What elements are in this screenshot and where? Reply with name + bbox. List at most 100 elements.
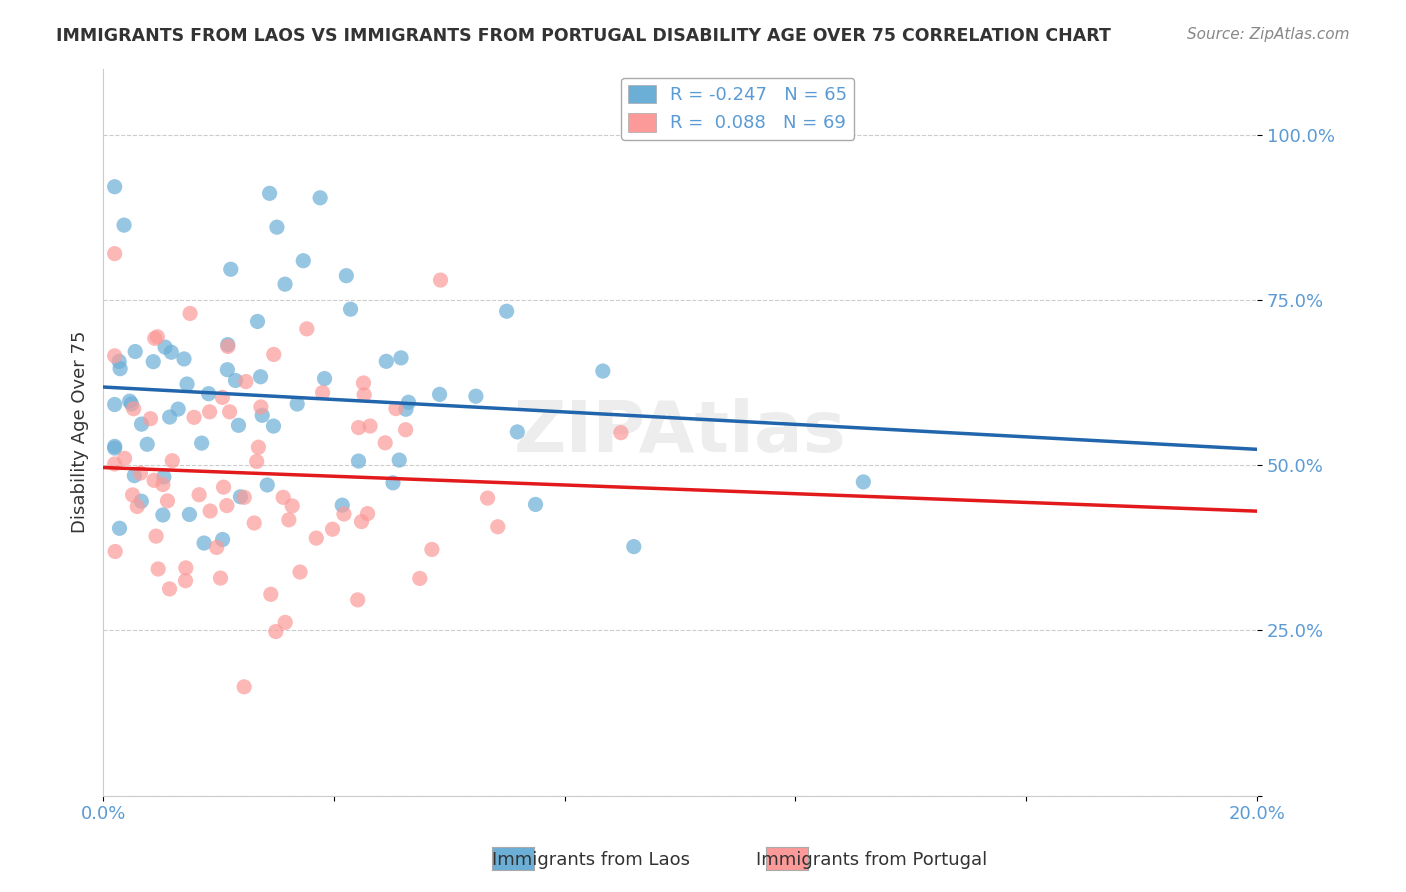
Immigrants from Portugal xyxy=(347,420,370,434)
Immigrants from Laos xyxy=(524,498,547,512)
Immigrants from Portugal xyxy=(274,615,297,630)
Immigrants from Portugal xyxy=(215,499,238,513)
Immigrants from Portugal xyxy=(233,680,256,694)
Immigrants from Portugal xyxy=(127,500,149,514)
Immigrants from Portugal xyxy=(246,454,269,468)
Immigrants from Laos xyxy=(108,354,131,368)
Immigrants from Portugal xyxy=(311,385,333,400)
Immigrants from Laos xyxy=(104,179,127,194)
Immigrants from Laos xyxy=(108,521,131,535)
Immigrants from Laos xyxy=(314,371,336,385)
Legend: R = -0.247   N = 65, R =  0.088   N = 69: R = -0.247 N = 65, R = 0.088 N = 69 xyxy=(621,78,855,140)
Immigrants from Laos xyxy=(193,536,215,550)
Immigrants from Laos xyxy=(249,369,271,384)
Immigrants from Laos xyxy=(250,409,273,423)
Immigrants from Laos xyxy=(104,397,127,411)
Immigrants from Portugal xyxy=(162,454,184,468)
Immigrants from Portugal xyxy=(420,542,443,557)
Immigrants from Portugal xyxy=(350,515,373,529)
Immigrants from Laos xyxy=(142,354,165,368)
Text: Immigrants from Laos: Immigrants from Laos xyxy=(492,851,689,869)
Immigrants from Laos xyxy=(266,220,288,235)
Immigrants from Portugal xyxy=(353,376,375,390)
Immigrants from Laos xyxy=(211,533,233,547)
Immigrants from Laos xyxy=(112,218,135,232)
Immigrants from Portugal xyxy=(610,425,633,440)
Immigrants from Laos xyxy=(592,364,614,378)
Immigrants from Laos xyxy=(506,425,529,439)
Immigrants from Portugal xyxy=(271,491,294,505)
Immigrants from Laos xyxy=(259,186,281,201)
Immigrants from Laos xyxy=(124,468,146,483)
Immigrants from Portugal xyxy=(114,451,136,466)
Immigrants from Portugal xyxy=(211,391,233,405)
Immigrants from Laos xyxy=(347,454,370,468)
Immigrants from Portugal xyxy=(174,574,197,588)
Text: Source: ZipAtlas.com: Source: ZipAtlas.com xyxy=(1187,27,1350,42)
Immigrants from Portugal xyxy=(156,494,179,508)
Immigrants from Portugal xyxy=(146,562,169,576)
Immigrants from Portugal xyxy=(385,401,408,416)
Immigrants from Laos xyxy=(389,351,412,365)
Immigrants from Portugal xyxy=(139,411,162,425)
Immigrants from Laos xyxy=(395,402,418,417)
Immigrants from Laos xyxy=(292,253,315,268)
Immigrants from Portugal xyxy=(174,561,197,575)
Immigrants from Portugal xyxy=(409,571,432,585)
Immigrants from Laos xyxy=(309,191,332,205)
Immigrants from Laos xyxy=(136,437,159,451)
Immigrants from Laos xyxy=(160,345,183,359)
Immigrants from Laos xyxy=(429,387,451,401)
Immigrants from Portugal xyxy=(198,504,221,518)
Immigrants from Portugal xyxy=(260,587,283,601)
Immigrants from Portugal xyxy=(263,347,285,361)
Immigrants from Portugal xyxy=(212,480,235,494)
Immigrants from Portugal xyxy=(104,457,127,471)
Immigrants from Laos xyxy=(190,436,212,450)
Immigrants from Laos xyxy=(124,344,146,359)
Immigrants from Portugal xyxy=(305,531,328,545)
Immigrants from Portugal xyxy=(104,544,127,558)
Immigrants from Portugal xyxy=(121,488,143,502)
Immigrants from Laos xyxy=(118,394,141,409)
Immigrants from Portugal xyxy=(477,491,499,505)
Immigrants from Laos xyxy=(131,494,153,508)
Immigrants from Laos xyxy=(153,340,176,354)
Immigrants from Portugal xyxy=(243,516,266,530)
Immigrants from Portugal xyxy=(264,624,287,639)
Immigrants from Laos xyxy=(285,397,308,411)
Immigrants from Portugal xyxy=(122,401,145,416)
Immigrants from Portugal xyxy=(374,435,396,450)
Immigrants from Portugal xyxy=(333,507,356,521)
Immigrants from Laos xyxy=(152,508,174,522)
Immigrants from Laos xyxy=(274,277,297,292)
Immigrants from Laos xyxy=(375,354,398,368)
Immigrants from Portugal xyxy=(250,400,273,414)
Text: ZIPAtlas: ZIPAtlas xyxy=(513,398,846,467)
Immigrants from Laos xyxy=(219,262,242,277)
Immigrants from Portugal xyxy=(145,529,167,543)
Immigrants from Laos xyxy=(108,361,131,376)
Immigrants from Portugal xyxy=(159,582,181,596)
Immigrants from Portugal xyxy=(183,410,205,425)
Immigrants from Laos xyxy=(623,540,645,554)
Immigrants from Portugal xyxy=(143,473,166,487)
Immigrants from Portugal xyxy=(143,331,166,345)
Immigrants from Portugal xyxy=(281,499,304,513)
Immigrants from Portugal xyxy=(277,513,299,527)
Immigrants from Portugal xyxy=(104,349,127,363)
Immigrants from Laos xyxy=(335,268,357,283)
Immigrants from Laos xyxy=(382,475,405,490)
Immigrants from Laos xyxy=(464,389,486,403)
Immigrants from Laos xyxy=(228,418,250,433)
Immigrants from Laos xyxy=(179,508,201,522)
Immigrants from Portugal xyxy=(209,571,232,585)
Immigrants from Portugal xyxy=(295,322,318,336)
Immigrants from Portugal xyxy=(217,339,239,353)
Immigrants from Laos xyxy=(263,419,285,434)
Immigrants from Laos xyxy=(224,374,246,388)
Immigrants from Laos xyxy=(229,490,252,504)
Immigrants from Portugal xyxy=(359,419,381,434)
Immigrants from Laos xyxy=(131,417,153,431)
Immigrants from Laos xyxy=(388,453,411,467)
